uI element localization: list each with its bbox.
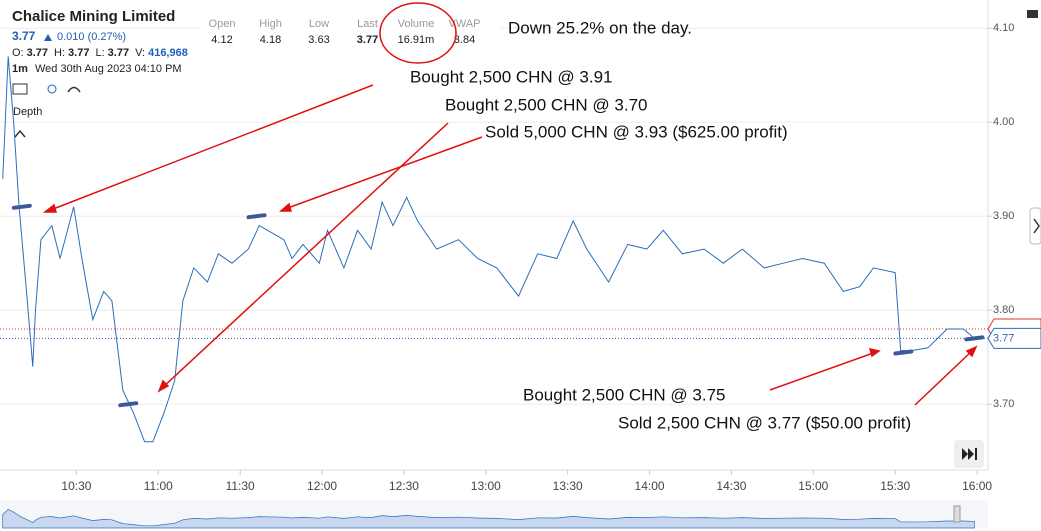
- icon[interactable]: [12, 83, 28, 95]
- ohlc-value: 416,968: [148, 47, 188, 59]
- ohlc: O: 3.77 H: 3.77 L: 3.77 V: 416,968: [12, 47, 188, 59]
- grid: 3.70 3.80 3.90 4.00 4.10 10:30 11:00 11:30 12:00…: [0, 22, 1014, 493]
- stat-label: VWAP: [449, 18, 481, 30]
- annotation: Sold 2,500 CHN @ 3.77 ($50.00 profit): [618, 413, 911, 432]
- stat-label: Last: [357, 18, 378, 30]
- ohlc-label: L:: [95, 47, 104, 59]
- arrowhead: [279, 202, 292, 212]
- ohlc-value: 3.77: [68, 47, 89, 59]
- annotation: Bought 2,500 CHN @ 3.75: [523, 385, 726, 404]
- annotation: Sold 5,000 CHN @ 3.93 ($625.00 profit): [485, 122, 788, 141]
- arrow: [914, 349, 974, 406]
- x-tick-label: 15:00: [798, 479, 828, 493]
- y-tick-label: 4.10: [993, 22, 1014, 34]
- arrow: [769, 351, 877, 391]
- interval: 1m: [12, 63, 28, 75]
- arrowhead: [42, 203, 57, 213]
- x-tick-label: 15:30: [880, 479, 910, 493]
- x-tick-label: 13:00: [471, 479, 501, 493]
- stat-value: 4.12: [211, 34, 232, 46]
- arrow: [47, 84, 374, 212]
- highlight-circle: [379, 2, 457, 64]
- info-icon[interactable]: [47, 84, 57, 94]
- stat-label: Low: [309, 18, 329, 30]
- annotations: Down 25.2% on the day. Bought 2,500 CHN @…: [410, 18, 911, 432]
- stat-value: 4.18: [260, 34, 281, 46]
- price: 3.77: [12, 29, 36, 43]
- trade-marker: [246, 213, 267, 220]
- stat-label: Volume: [398, 18, 435, 30]
- x-tick-label: 14:00: [635, 479, 665, 493]
- ohlc-label: V:: [135, 47, 145, 59]
- expand-icon: [1033, 218, 1040, 234]
- plot: 3.77: [0, 56, 1041, 443]
- annotation: Bought 2,500 CHN @ 3.70: [445, 95, 648, 114]
- stat-label: Open: [209, 18, 236, 30]
- price-tag: [987, 327, 1041, 349]
- stat-label: High: [259, 18, 282, 30]
- x-tick-label: 11:30: [226, 479, 255, 493]
- y-tick-label: 3.70: [993, 398, 1014, 410]
- undo-icon[interactable]: [67, 86, 81, 93]
- arrow: [284, 136, 483, 210]
- stats: Open 4.12 High 4.18 Low 3.63 Last 3.77 Volume 16.…: [200, 8, 500, 52]
- briefcase-icon: [1027, 10, 1038, 18]
- trade-marker: [893, 349, 914, 356]
- arrowhead: [868, 347, 881, 358]
- y-tick-label: 3.90: [993, 210, 1014, 222]
- annotation: Down 25.2% on the day.: [508, 18, 692, 37]
- x-tick-label: 11:00: [144, 479, 173, 493]
- price-line-series: [2, 56, 975, 443]
- ohlc-value: 3.77: [108, 47, 129, 59]
- ohlc-label: H:: [54, 47, 65, 59]
- ohlc-value: 3.77: [27, 47, 48, 59]
- stat-value: 16.91m: [398, 34, 435, 46]
- x-tick-label: 12:30: [389, 479, 419, 493]
- x-tick-label: 16:00: [962, 479, 992, 493]
- stats-box: [200, 8, 500, 52]
- trade-marker: [964, 335, 985, 342]
- x-tick-label: 13:30: [553, 479, 583, 493]
- ohlc-label: O:: [12, 47, 24, 59]
- datetime: Wed 30th Aug 2023 04:10 PM: [35, 63, 182, 75]
- navigator-area: [2, 508, 975, 529]
- trade-marker: [118, 401, 139, 408]
- arrowhead: [965, 345, 978, 358]
- expand-button[interactable]: [1029, 207, 1041, 245]
- annotation: Bought 2,500 CHN @ 3.91: [410, 67, 613, 86]
- x-tick-label: 14:30: [716, 479, 746, 493]
- stat-value: 3.63: [308, 34, 329, 46]
- y-tick-label: 4.00: [993, 116, 1014, 128]
- y-tick-label: 3.80: [993, 304, 1014, 316]
- x-tick-label: 12:00: [307, 479, 337, 493]
- navigator-handle: [953, 505, 961, 523]
- up-icon: [44, 34, 52, 41]
- trade-marker: [11, 203, 32, 210]
- price-tag-label: 3.77: [993, 332, 1014, 344]
- arrowhead: [157, 379, 170, 393]
- navigator: [0, 500, 988, 529]
- collapse-icon[interactable]: [14, 129, 26, 138]
- arrows: [42, 84, 978, 406]
- stat-value: 3.77: [357, 34, 378, 46]
- stat-value: 3.84: [454, 34, 475, 46]
- title: Chalice Mining Limited: [12, 8, 175, 25]
- x-tick-label: 10:30: [61, 479, 91, 493]
- change: 0.010 (0.27%): [57, 31, 126, 43]
- fast-forward-icon: [962, 448, 977, 460]
- depth[interactable]: Depth: [13, 106, 42, 118]
